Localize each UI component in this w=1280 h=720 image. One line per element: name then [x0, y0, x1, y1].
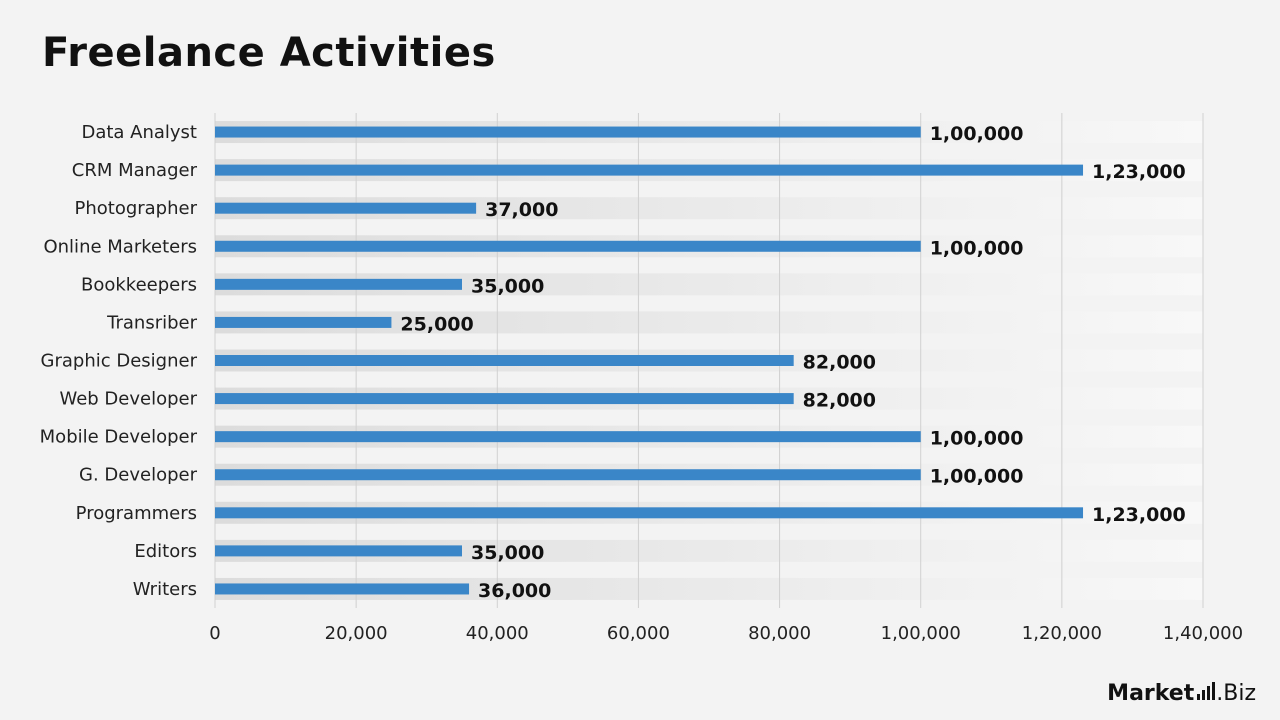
x-tick-label: 0 [209, 623, 220, 644]
data-label: 82,000 [803, 352, 876, 374]
x-tick-label: 1,40,000 [1163, 623, 1243, 644]
category-label: Online Marketers [43, 236, 197, 257]
bar [215, 355, 794, 366]
bar [215, 278, 462, 290]
category-label: Writers [133, 579, 197, 600]
category-label: Editors [134, 541, 197, 562]
bar [215, 583, 470, 595]
data-labels: 1,00,000 1,23,000 37,000 1,00,000 35,000 25,0… [400, 123, 1185, 602]
x-tick-label: 1,00,000 [881, 623, 961, 644]
x-tick-label: 40,000 [466, 623, 529, 644]
bar [215, 316, 392, 328]
data-label: 37,000 [485, 199, 558, 221]
bar [215, 545, 462, 557]
data-label: 35,000 [471, 275, 544, 297]
x-tick-label: 60,000 [607, 623, 670, 644]
chart-title: Freelance Activities [42, 30, 496, 76]
data-label: 35,000 [471, 542, 544, 564]
bar [215, 507, 1084, 519]
bar [215, 202, 477, 214]
category-label: G. Developer [79, 465, 198, 486]
data-label: 82,000 [803, 390, 876, 412]
category-label: CRM Manager [72, 160, 198, 181]
category-labels: Data Analyst CRM Manager Photographer Onlin… [40, 122, 198, 600]
category-label: Transriber [106, 312, 197, 333]
x-axis-ticks: 0 20,000 40,000 60,000 80,000 1,00,000 1,20,00… [209, 623, 1243, 644]
bar [215, 469, 921, 481]
category-label: Graphic Designer [41, 351, 198, 372]
bar [215, 431, 921, 443]
data-label: 36,000 [478, 580, 551, 602]
category-label: Mobile Developer [40, 427, 198, 448]
data-label: 1,00,000 [930, 123, 1024, 145]
brand-logo: Market .Biz [1107, 681, 1256, 706]
category-label: Web Developer [59, 389, 197, 410]
data-label: 1,00,000 [930, 237, 1024, 259]
data-label: 1,00,000 [930, 428, 1024, 450]
data-label: 1,23,000 [1092, 504, 1186, 526]
data-label: 1,23,000 [1092, 161, 1186, 183]
x-tick-label: 1,20,000 [1022, 623, 1102, 644]
x-tick-label: 80,000 [748, 623, 811, 644]
x-tick-label: 20,000 [325, 623, 388, 644]
bars [215, 126, 1084, 595]
data-label: 25,000 [400, 313, 473, 335]
category-label: Bookkeepers [81, 274, 197, 295]
bar [215, 126, 921, 138]
bar [215, 240, 921, 252]
brand-name: Market [1107, 681, 1195, 706]
category-label: Data Analyst [81, 122, 197, 143]
bar [215, 164, 1084, 176]
bar-chart-icon [1195, 682, 1216, 700]
brand-suffix: .Biz [1216, 681, 1256, 706]
category-label: Programmers [76, 503, 197, 524]
category-label: Photographer [74, 198, 197, 219]
data-label: 1,00,000 [930, 466, 1024, 488]
bar [215, 393, 794, 405]
row-band [215, 311, 1203, 334]
